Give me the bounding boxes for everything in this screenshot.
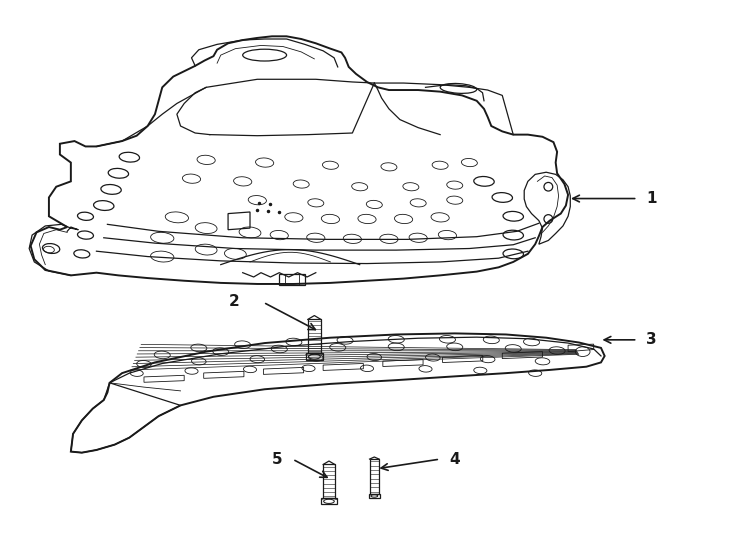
Text: 4: 4 [449,451,459,467]
Text: 2: 2 [228,294,239,309]
Text: 1: 1 [647,191,657,206]
Text: 5: 5 [272,451,283,467]
Text: 3: 3 [647,332,657,347]
